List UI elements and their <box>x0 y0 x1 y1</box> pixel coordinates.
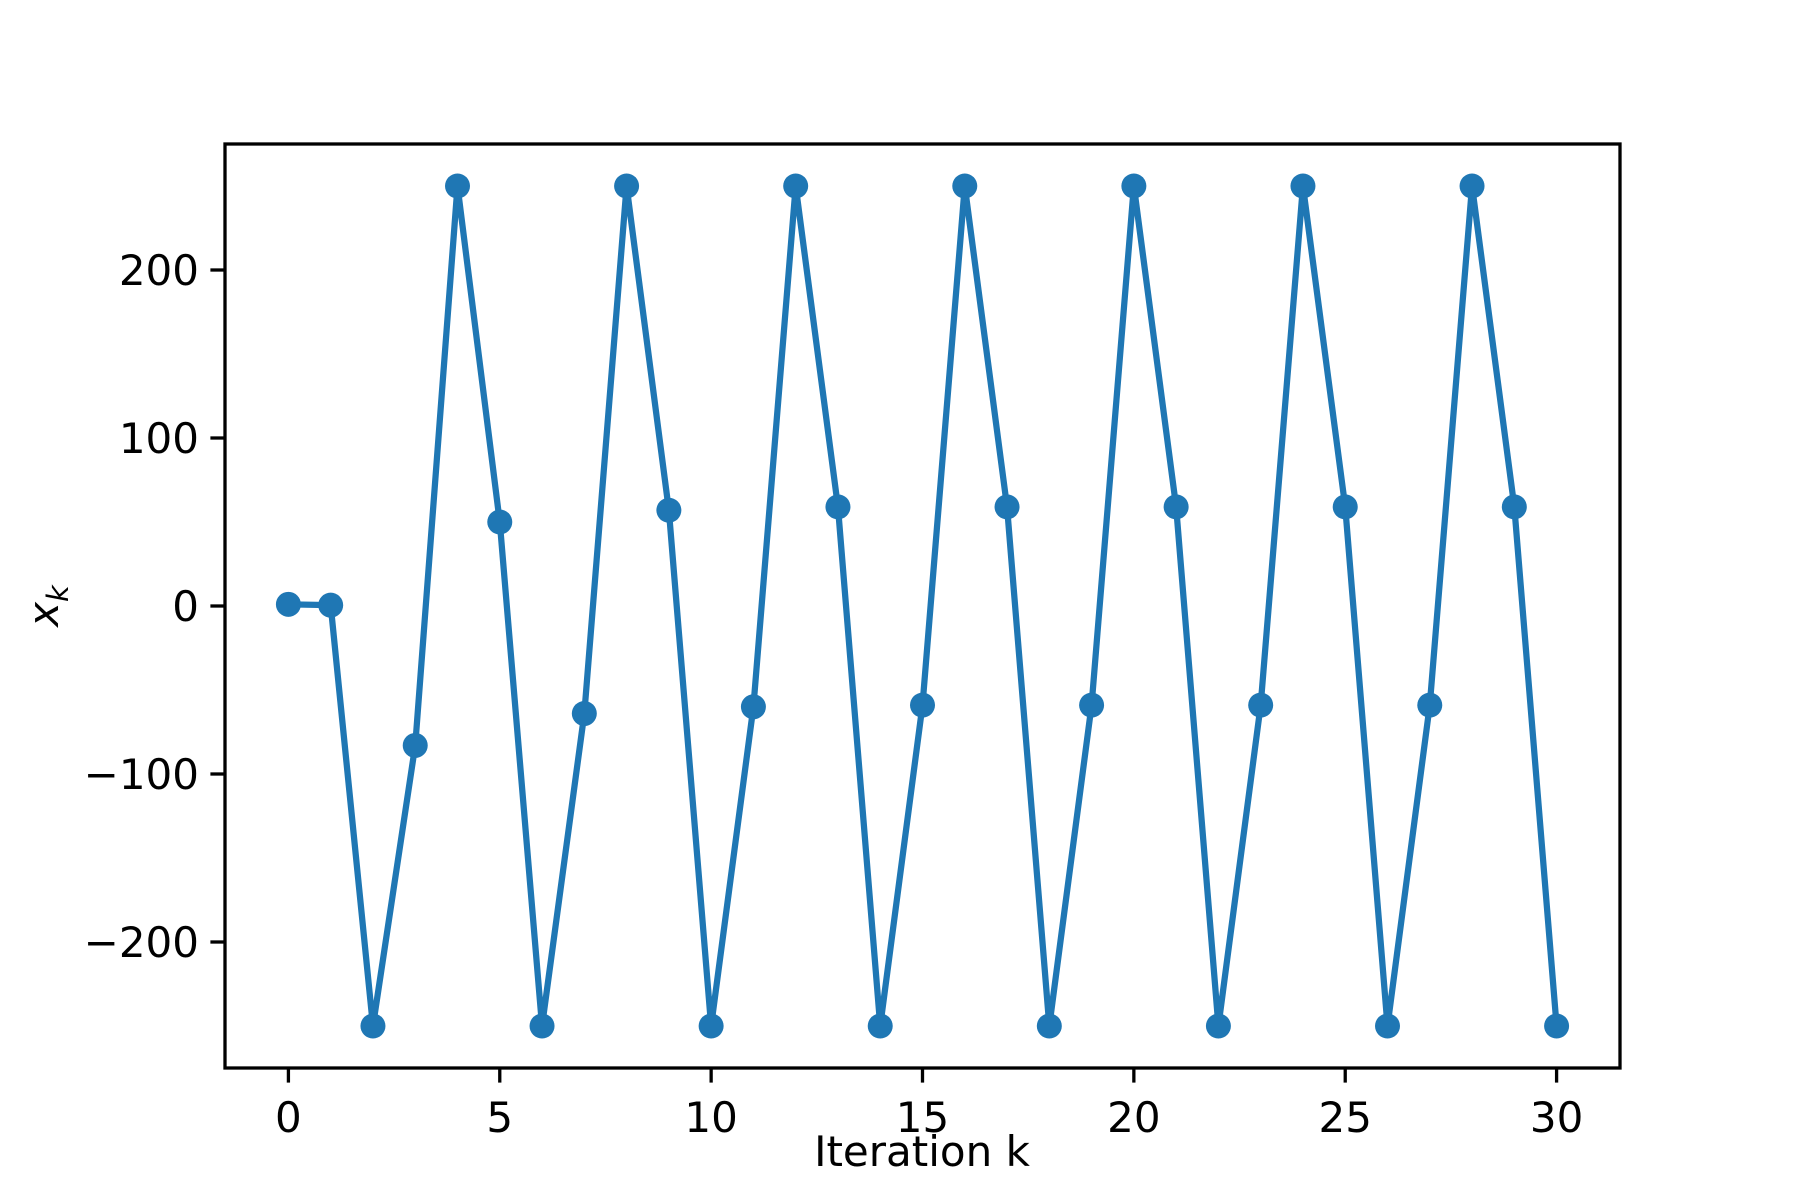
y-tick-label: 100 <box>119 414 199 463</box>
marker <box>1375 1013 1400 1039</box>
y-axis-label-base: x <box>19 601 68 629</box>
marker <box>487 509 513 535</box>
plot-frame <box>223 142 1622 1070</box>
marker <box>1544 1013 1570 1039</box>
y-tick-label: −100 <box>84 750 199 799</box>
marker <box>1501 494 1527 520</box>
marker <box>1459 173 1485 199</box>
y-tick-label: 0 <box>172 582 199 631</box>
x-tick-label: 20 <box>1107 1093 1160 1142</box>
y-axis-label: xk <box>19 584 75 629</box>
x-tick-label: 15 <box>896 1093 949 1142</box>
marker <box>1121 173 1147 199</box>
marker <box>360 1013 386 1039</box>
marker <box>952 173 978 199</box>
marker <box>1079 692 1105 718</box>
marker <box>1417 692 1443 718</box>
marker <box>698 1013 724 1039</box>
marker <box>445 173 470 199</box>
marker <box>318 592 344 618</box>
marker <box>825 494 851 520</box>
marker <box>1205 1013 1231 1039</box>
x-tick-label: 10 <box>684 1093 737 1142</box>
marker <box>910 692 935 718</box>
marker <box>994 494 1020 520</box>
marker <box>275 591 301 617</box>
y-tick-label: −200 <box>84 918 199 967</box>
marker <box>783 173 809 199</box>
marker <box>1163 494 1189 520</box>
x-tick-label: 25 <box>1319 1093 1372 1142</box>
y-axis-label-subscript: k <box>41 584 75 602</box>
marker <box>529 1013 555 1039</box>
x-tick-label: 0 <box>275 1093 302 1142</box>
marker <box>656 497 682 523</box>
marker <box>740 694 766 720</box>
marker <box>1248 692 1274 718</box>
marker <box>1332 494 1358 520</box>
x-tick-label: 30 <box>1530 1093 1583 1142</box>
marker <box>571 701 597 727</box>
marker <box>1290 173 1316 199</box>
marker <box>614 173 640 199</box>
x-axis-label: Iteration k <box>814 1127 1031 1176</box>
x-tick-label: 5 <box>486 1093 513 1142</box>
y-tick-label: 200 <box>119 246 199 295</box>
marker <box>402 732 428 758</box>
marker <box>1036 1013 1062 1039</box>
marker <box>867 1013 893 1039</box>
